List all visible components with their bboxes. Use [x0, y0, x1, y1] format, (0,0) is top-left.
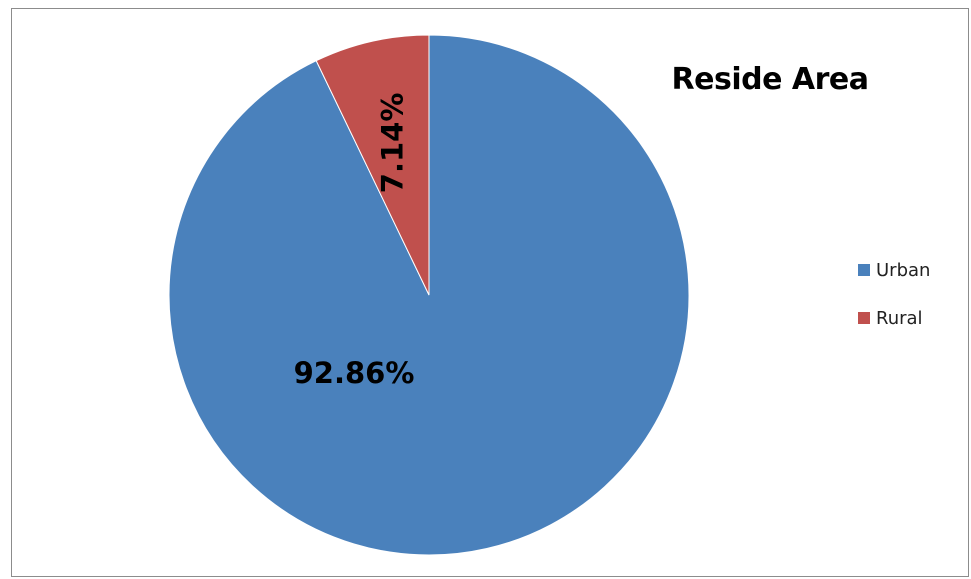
legend-label-rural: Rural	[876, 307, 923, 329]
legend-swatch-urban	[858, 264, 870, 276]
legend-item-rural: Rural	[858, 306, 968, 330]
legend-label-urban: Urban	[876, 259, 931, 281]
pie-slice-rural	[315, 34, 430, 296]
legend-swatch-rural	[858, 312, 870, 324]
chart-title: Reside Area	[671, 62, 869, 97]
data-label-urban: 92.86%	[294, 356, 415, 390]
data-label-rural: 7.14%	[375, 93, 409, 194]
legend: Urban Rural	[858, 258, 968, 354]
legend-item-urban: Urban	[858, 258, 968, 282]
